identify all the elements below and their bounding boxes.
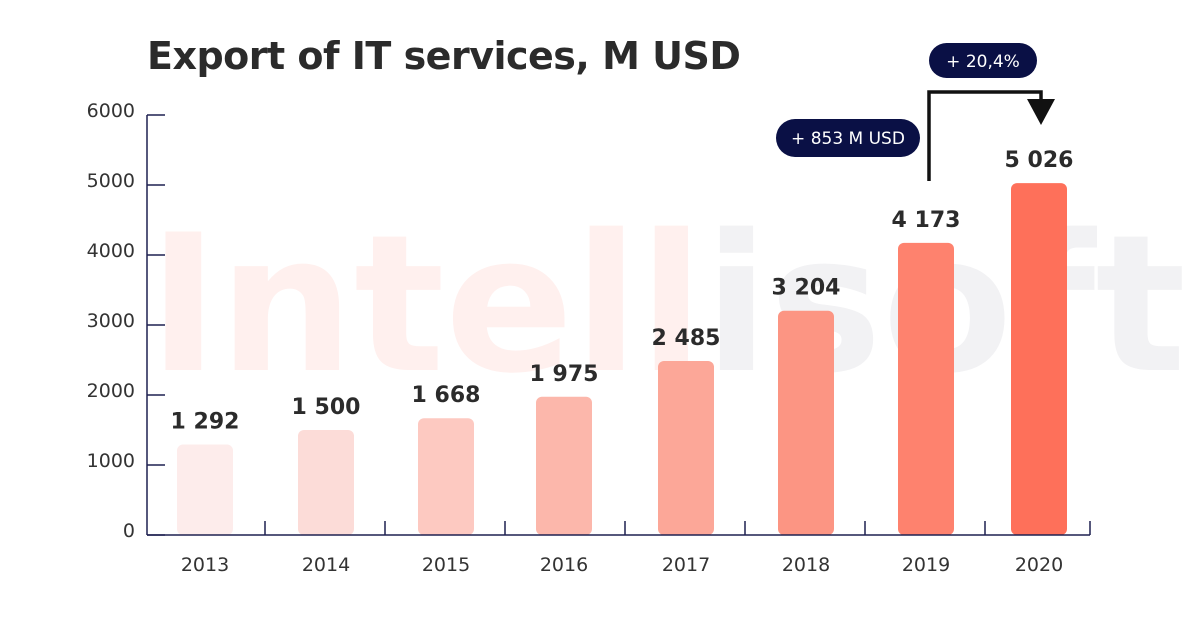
bar-2019 — [898, 242, 954, 535]
data-label-2020: 5 026 — [1005, 148, 1074, 173]
data-label-2014: 1 500 — [292, 395, 361, 420]
y-tick-label-2000: 2000 — [87, 380, 135, 402]
chart-title: Export of IT services, M USD — [147, 34, 741, 78]
bar-2013 — [177, 444, 233, 535]
x-tick-label-2019: 2019 — [902, 554, 950, 576]
y-tick-label-6000: 6000 — [87, 100, 135, 122]
growth-arrowhead — [1027, 99, 1055, 125]
y-tick-label-4000: 4000 — [87, 240, 135, 262]
growth-absolute-text: + 853 M USD — [791, 129, 905, 149]
y-tick-label-5000: 5000 — [87, 170, 135, 192]
data-label-2018: 3 204 — [772, 276, 841, 301]
axes-layer — [146, 114, 1091, 536]
data-label-2016: 1 975 — [530, 362, 599, 387]
data-label-2013: 1 292 — [171, 410, 240, 435]
x-tick-label-2016: 2016 — [540, 554, 588, 576]
data-label-2015: 1 668 — [412, 383, 481, 408]
watermark-layer: Intellisoft — [148, 194, 1186, 415]
x-tick-label-2017: 2017 — [662, 554, 710, 576]
y-tick-label-0: 0 — [123, 520, 135, 542]
bar-2016 — [536, 396, 592, 535]
x-tick-label-2013: 2013 — [181, 554, 229, 576]
x-tick-label-2018: 2018 — [782, 554, 830, 576]
data-label-2019: 4 173 — [892, 208, 961, 233]
growth-absolute-badge — [776, 119, 920, 157]
x-tick-label-2014: 2014 — [302, 554, 350, 576]
bar-2017 — [658, 361, 714, 535]
growth-connector-line — [927, 90, 1043, 181]
bar-2014 — [298, 430, 354, 535]
bar-2020 — [1011, 183, 1067, 535]
annotation-layer: + 20,4% + 853 M USD — [776, 43, 1055, 181]
growth-percent-text: + 20,4% — [946, 52, 1020, 72]
x-tick-label-2020: 2020 — [1015, 554, 1063, 576]
x-tick-label-2015: 2015 — [422, 554, 470, 576]
data-label-2017: 2 485 — [652, 326, 721, 351]
y-tick-label-1000: 1000 — [87, 450, 135, 472]
y-tick-label-3000: 3000 — [87, 310, 135, 332]
bar-2015 — [418, 418, 474, 535]
watermark-text: Intellisoft — [148, 194, 1186, 415]
labels-layer: 0 1000 2000 3000 4000 5000 6000 2013 2014 2015 201… — [87, 100, 1074, 576]
bars-layer — [177, 183, 1067, 535]
bar-2018 — [778, 310, 834, 535]
growth-percent-badge — [929, 43, 1037, 78]
